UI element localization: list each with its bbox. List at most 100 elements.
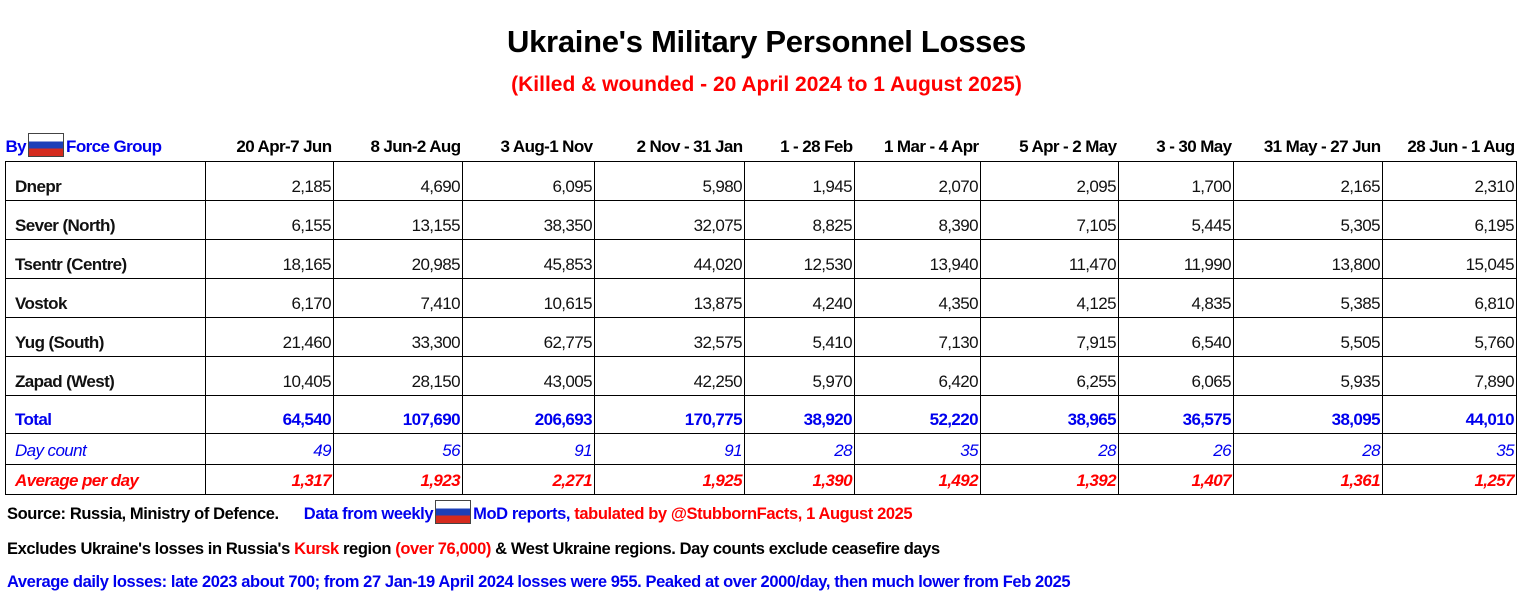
force-group-row: Tsentr (Centre) 18,165 20,985 45,853 44,020 1…: [5, 239, 1517, 279]
table-cell: 21,460: [205, 317, 334, 357]
table-cell: 6,195: [1382, 200, 1517, 240]
table-cell: 11,990: [1118, 239, 1234, 279]
corner-header: By Force Group: [6, 124, 206, 162]
footer-exclusion-line: Excludes Ukraine's losses in Russia's Ku…: [7, 540, 940, 559]
table-cell: 4,240: [744, 278, 855, 318]
force-group-row: Dnepr 2,185 4,690 6,095 5,980 1,945 2,070 2,095…: [5, 161, 1517, 201]
column-header: 31 May - 27 Jun: [1263, 137, 1381, 156]
table-cell: 1,407: [1118, 464, 1234, 495]
table-cell: 91: [594, 433, 745, 465]
row-label: Yug (South): [5, 317, 206, 357]
footer-average-note: Average daily losses: late 2023 about 70…: [7, 573, 1071, 591]
day-count-row: Day count 49 56 91 91 28 35 28 26 28 35: [5, 433, 1517, 465]
table-cell: 49: [205, 433, 334, 465]
tabulated-text: tabulated by @StubbornFacts, 1 August 20…: [574, 505, 913, 523]
table-cell: 2,070: [854, 161, 981, 201]
kursk-over-text: (over 76,000): [395, 540, 491, 558]
table-cell: 1,925: [594, 464, 745, 495]
mod-reports-text: MoD reports,: [473, 505, 571, 523]
table-cell: 2,185: [205, 161, 334, 201]
table-cell: 1,317: [205, 464, 334, 495]
table-cell: 1,923: [333, 464, 463, 495]
column-header: 1 Mar - 4 Apr: [883, 137, 979, 156]
table-cell: 6,255: [980, 356, 1119, 396]
table-cell: 36,575: [1118, 395, 1234, 434]
table-cell: 10,405: [205, 356, 334, 396]
table-cell: 4,835: [1118, 278, 1234, 318]
table-cell: 5,980: [594, 161, 745, 201]
column-header: 2 Nov - 31 Jan: [636, 137, 744, 156]
force-group-row: Zapad (West) 10,405 28,150 43,005 42,250 5,97…: [5, 356, 1517, 396]
table-cell: 2,095: [980, 161, 1119, 201]
column-header: 3 - 30 May: [1156, 137, 1232, 156]
row-label: Tsentr (Centre): [5, 239, 206, 279]
table-cell: 28: [980, 433, 1119, 465]
exclusion-text-2: region: [343, 540, 392, 558]
table-cell: 38,965: [980, 395, 1119, 434]
row-label: Average per day: [5, 464, 206, 495]
table-cell: 5,385: [1233, 278, 1383, 318]
table-cell: 15,045: [1382, 239, 1517, 279]
table-cell: 6,420: [854, 356, 981, 396]
table-cell: 1,390: [744, 464, 855, 495]
table-cell: 56: [333, 433, 463, 465]
table-cell: 1,257: [1382, 464, 1517, 495]
column-header: 3 Aug-1 Nov: [500, 137, 594, 156]
data-from-text: Data from weekly: [303, 505, 434, 523]
table-cell: 35: [1382, 433, 1517, 465]
table-cell: 7,130: [854, 317, 981, 357]
row-label: Total: [5, 395, 206, 434]
table-cell: 6,095: [462, 161, 595, 201]
table-cell: 5,760: [1382, 317, 1517, 357]
column-header: 5 Apr - 2 May: [1019, 137, 1117, 156]
table-cell: 5,305: [1233, 200, 1383, 240]
table-cell: 4,690: [333, 161, 463, 201]
losses-table: By Force Group 20 Apr-7 Jun 8 Jun-2 Aug 3 A…: [5, 124, 1517, 495]
table-cell: 5,970: [744, 356, 855, 396]
table-cell: 28,150: [333, 356, 463, 396]
table-cell: 38,350: [462, 200, 595, 240]
column-header: 8 Jun-2 Aug: [370, 137, 461, 156]
table-cell: 20,985: [333, 239, 463, 279]
table-cell: 170,775: [594, 395, 745, 434]
table-cell: 28: [1233, 433, 1383, 465]
table-cell: 43,005: [462, 356, 595, 396]
column-header: 20 Apr-7 Jun: [236, 137, 332, 156]
table-cell: 11,470: [980, 239, 1119, 279]
kursk-text: Kursk: [294, 540, 339, 558]
force-group-row: Yug (South) 21,460 33,300 62,775 32,575 5,410…: [5, 317, 1517, 357]
table-cell: 38,920: [744, 395, 855, 434]
table-cell: 13,875: [594, 278, 745, 318]
row-label: Zapad (West): [5, 356, 206, 396]
table-cell: 2,271: [462, 464, 595, 495]
table-cell: 1,492: [854, 464, 981, 495]
table-cell: 45,853: [462, 239, 595, 279]
source-text: Source: Russia, Ministry of Defence.: [7, 505, 279, 523]
table-cell: 6,540: [1118, 317, 1234, 357]
total-row: Total 64,540 107,690 206,693 170,775 38,920 52…: [5, 395, 1517, 434]
table-cell: 13,800: [1233, 239, 1383, 279]
exclusion-text-3: & West Ukraine regions. Day counts exclu…: [495, 540, 940, 558]
table-cell: 1,945: [744, 161, 855, 201]
row-label: Sever (North): [5, 200, 206, 240]
table-cell: 7,410: [333, 278, 463, 318]
table-cell: 32,575: [594, 317, 745, 357]
table-cell: 5,935: [1233, 356, 1383, 396]
table-cell: 6,170: [205, 278, 334, 318]
table-cell: 6,065: [1118, 356, 1234, 396]
corner-suffix: Force Group: [66, 137, 162, 156]
corner-prefix: By: [5, 137, 27, 156]
table-cell: 1,361: [1233, 464, 1383, 495]
column-header: 1 - 28 Feb: [780, 137, 853, 156]
table-cell: 2,310: [1382, 161, 1517, 201]
table-cell: 1,392: [980, 464, 1119, 495]
table-cell: 8,825: [744, 200, 855, 240]
table-cell: 35: [854, 433, 981, 465]
table-cell: 33,300: [333, 317, 463, 357]
table-cell: 13,155: [333, 200, 463, 240]
exclusion-text-1: Excludes Ukraine's losses in Russia's: [7, 540, 290, 558]
table-cell: 44,010: [1382, 395, 1517, 434]
table-cell: 26: [1118, 433, 1234, 465]
table-cell: 52,220: [854, 395, 981, 434]
table-cell: 2,165: [1233, 161, 1383, 201]
